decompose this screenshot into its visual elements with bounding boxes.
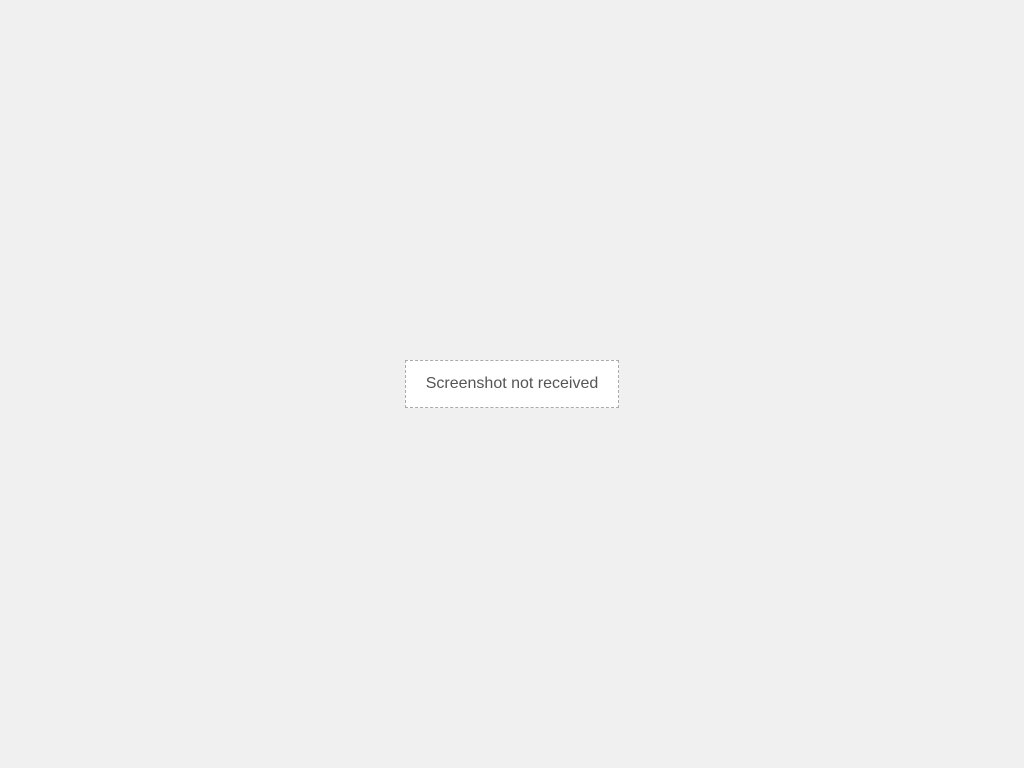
missing-image-notice: Screenshot not received (404, 360, 620, 408)
